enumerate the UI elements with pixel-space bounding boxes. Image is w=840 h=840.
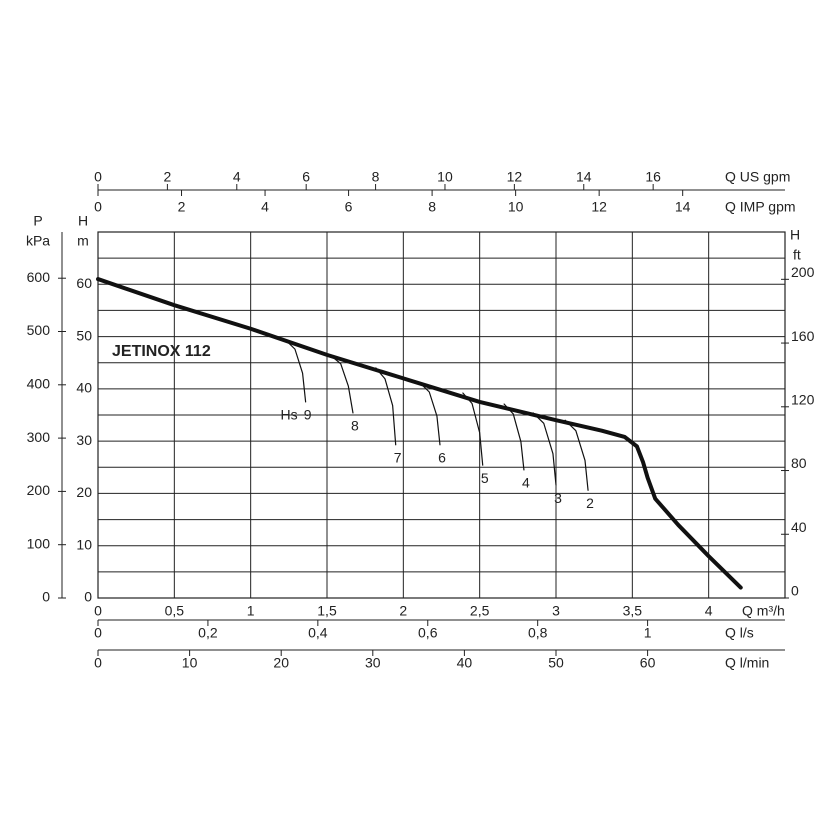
curve-label-prefix: Hs bbox=[281, 407, 298, 423]
tick-label: 30 bbox=[365, 655, 381, 671]
tick-label: 10 bbox=[437, 169, 453, 185]
tick-label: 2 bbox=[163, 169, 171, 185]
tick-label: 50 bbox=[548, 655, 564, 671]
y-tick-label: 30 bbox=[76, 432, 92, 448]
y-tick-label: 0 bbox=[84, 589, 92, 605]
tick-label: 4 bbox=[233, 169, 241, 185]
tick-label: 500 bbox=[27, 322, 51, 338]
tick-label: 2 bbox=[178, 199, 186, 215]
curve-label: 9 bbox=[304, 407, 312, 423]
tick-label: 0,6 bbox=[418, 625, 438, 641]
axis-unit: kPa bbox=[26, 233, 50, 249]
curve bbox=[285, 339, 307, 403]
curve-label: 7 bbox=[394, 450, 402, 466]
x-tick-label: 3 bbox=[552, 603, 560, 619]
tick-label: 12 bbox=[507, 169, 523, 185]
curve bbox=[419, 382, 441, 446]
tick-label: 200 bbox=[791, 264, 815, 280]
tick-label: 0 bbox=[94, 655, 102, 671]
tick-label: 0 bbox=[791, 583, 799, 599]
x-tick-label: 2 bbox=[399, 603, 407, 619]
chart-title: JETINOX 112 bbox=[112, 343, 211, 360]
tick-label: 0 bbox=[94, 199, 102, 215]
x-tick-label: 1 bbox=[247, 603, 255, 619]
tick-label: 0,2 bbox=[198, 625, 218, 641]
curve-label: 6 bbox=[438, 450, 446, 466]
tick-label: 16 bbox=[645, 169, 661, 185]
y-tick-label: 60 bbox=[76, 275, 92, 291]
x-tick-label: 3,5 bbox=[623, 603, 643, 619]
y-tick-label: 20 bbox=[76, 484, 92, 500]
curve-label: 5 bbox=[481, 470, 489, 486]
tick-label: 120 bbox=[791, 391, 815, 407]
tick-label: 80 bbox=[791, 455, 807, 471]
tick-label: 10 bbox=[508, 199, 524, 215]
tick-label: 40 bbox=[791, 519, 807, 535]
y-tick-label: 50 bbox=[76, 327, 92, 343]
axis-label: Q l/min bbox=[725, 655, 769, 671]
x-tick-label: 0,5 bbox=[165, 603, 185, 619]
tick-label: 14 bbox=[675, 199, 691, 215]
tick-label: 300 bbox=[27, 429, 51, 445]
x-tick-label: 2,5 bbox=[470, 603, 490, 619]
tick-label: 6 bbox=[302, 169, 310, 185]
tick-label: 1 bbox=[644, 625, 652, 641]
curve bbox=[503, 403, 525, 471]
curve bbox=[329, 354, 354, 414]
tick-label: 200 bbox=[27, 482, 51, 498]
tick-label: 0,8 bbox=[528, 625, 548, 641]
tick-label: 600 bbox=[27, 269, 51, 285]
tick-label: 20 bbox=[273, 655, 289, 671]
tick-label: 8 bbox=[428, 199, 436, 215]
tick-label: 14 bbox=[576, 169, 592, 185]
curve-label: 2 bbox=[586, 495, 594, 511]
tick-label: 40 bbox=[457, 655, 473, 671]
x-tick-label: 1,5 bbox=[317, 603, 337, 619]
tick-label: 0,4 bbox=[308, 625, 328, 641]
tick-label: 12 bbox=[591, 199, 607, 215]
tick-label: 100 bbox=[27, 535, 51, 551]
x-axis-label: Q m³/h bbox=[742, 603, 785, 619]
curve bbox=[96, 277, 743, 590]
tick-label: 0 bbox=[42, 589, 50, 605]
y-tick-label: 10 bbox=[76, 536, 92, 552]
axis-unit: ft bbox=[793, 247, 801, 263]
x-tick-label: 0 bbox=[94, 603, 102, 619]
axis-label: P bbox=[33, 213, 42, 229]
curve-label: 8 bbox=[351, 418, 359, 434]
tick-label: 400 bbox=[27, 376, 51, 392]
y-axis-label: H bbox=[78, 213, 88, 229]
tick-label: 0 bbox=[94, 169, 102, 185]
tick-label: 8 bbox=[372, 169, 380, 185]
curve-label: 3 bbox=[554, 490, 562, 506]
axis-label: Q US gpm bbox=[725, 169, 790, 185]
tick-label: 6 bbox=[345, 199, 353, 215]
x-tick-label: 4 bbox=[705, 603, 713, 619]
curve bbox=[462, 392, 484, 466]
axis-label: H bbox=[790, 227, 800, 243]
tick-label: 60 bbox=[640, 655, 656, 671]
y-axis-unit: m bbox=[77, 233, 89, 249]
axis-label: Q l/s bbox=[725, 625, 754, 641]
tick-label: 160 bbox=[791, 328, 815, 344]
tick-label: 0 bbox=[94, 625, 102, 641]
tick-label: 4 bbox=[261, 199, 269, 215]
curve bbox=[532, 412, 557, 486]
tick-label: 10 bbox=[182, 655, 198, 671]
curve-label: 4 bbox=[522, 475, 530, 491]
axis-label: Q IMP gpm bbox=[725, 199, 796, 215]
curve bbox=[564, 419, 589, 491]
curve bbox=[375, 367, 397, 446]
y-tick-label: 40 bbox=[76, 380, 92, 396]
